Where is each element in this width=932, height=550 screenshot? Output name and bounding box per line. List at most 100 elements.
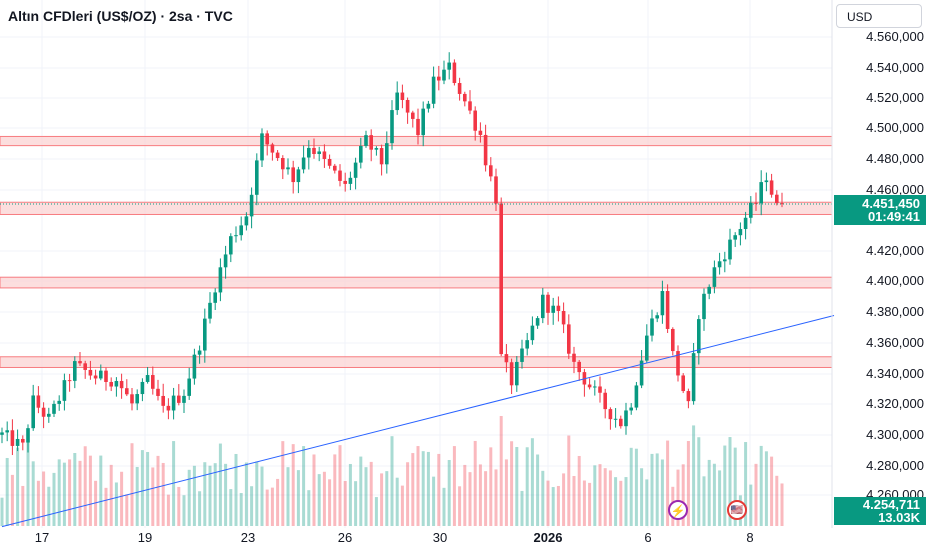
- candle-body: [327, 158, 332, 166]
- candle-body: [260, 133, 264, 161]
- volume-bar: [655, 453, 659, 526]
- candle-body: [619, 418, 623, 427]
- time-tick-label: 26: [337, 530, 353, 545]
- currency-selector[interactable]: USD: [836, 4, 922, 28]
- candle-body: [99, 370, 103, 379]
- trendline-line: [1, 314, 835, 528]
- time-tick-label: 8: [746, 530, 754, 545]
- price-tick-label: 4.380,000: [866, 304, 924, 319]
- volume-bar: [73, 453, 77, 526]
- volume-bar: [525, 447, 529, 526]
- volume-bar: [270, 487, 274, 526]
- candle-body: [723, 259, 727, 262]
- volume-bar: [572, 476, 576, 526]
- candle-body: [73, 361, 77, 381]
- candle-body: [426, 103, 431, 109]
- volume-bar: [88, 455, 92, 526]
- candle-body: [57, 400, 61, 404]
- volume-bar: [47, 486, 51, 526]
- volume-bar: [31, 461, 35, 526]
- candle-body: [483, 134, 488, 166]
- volume-bar: [515, 446, 519, 526]
- last-price-value: 4.451,450: [862, 196, 920, 211]
- candle-body: [15, 438, 20, 446]
- volume-bar: [312, 454, 316, 526]
- candle-body: [405, 99, 410, 113]
- candle-body: [520, 348, 524, 362]
- candle-body: [218, 267, 223, 293]
- candle-body: [31, 395, 35, 429]
- volume-bar: [759, 445, 763, 526]
- volume-bar: [343, 480, 347, 526]
- volume-bar: [140, 450, 144, 526]
- candle-body: [764, 180, 769, 183]
- candle-body: [343, 180, 347, 184]
- candle-body: [166, 405, 171, 411]
- volume-bar: [286, 467, 290, 526]
- volume-bar: [390, 436, 394, 526]
- volume-bar: [348, 463, 352, 526]
- candle-body: [494, 176, 498, 204]
- candle-body: [208, 302, 212, 319]
- candle-body: [416, 118, 420, 136]
- candle-body: [525, 340, 529, 349]
- candle-body: [411, 112, 415, 119]
- candle-body: [645, 335, 649, 361]
- candle-body: [239, 225, 243, 236]
- candle-body: [83, 363, 87, 370]
- volume-bar: [187, 469, 191, 526]
- candle-body: [291, 167, 295, 183]
- volume-bar: [198, 491, 202, 526]
- candle-body: [697, 319, 701, 354]
- candle-body: [691, 353, 696, 402]
- candle-body: [509, 362, 514, 386]
- volume-bar: [629, 447, 633, 526]
- lightning-icon[interactable]: ⚡: [668, 500, 688, 520]
- volume-bar: [473, 440, 477, 526]
- volume-bar: [146, 451, 150, 526]
- volume-bar: [588, 482, 592, 526]
- volume-bar: [99, 455, 103, 526]
- candle-body: [686, 391, 691, 402]
- volume-bar: [10, 474, 14, 526]
- volume-bar: [260, 466, 264, 526]
- candle-body: [733, 235, 737, 240]
- candle-body: [353, 162, 358, 178]
- price-tick-label: 4.340,000: [866, 366, 924, 381]
- volume-bar: [208, 465, 212, 526]
- candle-body: [639, 360, 644, 386]
- price-tick-label: 4.520,000: [866, 90, 924, 105]
- candle-body: [743, 217, 748, 230]
- volume-bar: [478, 464, 482, 526]
- candle-body: [754, 202, 758, 204]
- volume-bar: [764, 451, 768, 526]
- us-flag-icon[interactable]: 🇺🇸: [727, 500, 747, 520]
- candle-body: [374, 148, 379, 150]
- volume-bar: [754, 463, 758, 526]
- volume-bar: [499, 416, 503, 526]
- volume-bar: [452, 446, 456, 526]
- time-tick-label: 30: [432, 530, 448, 545]
- candle-body: [322, 151, 327, 159]
- candle-body: [213, 292, 217, 303]
- volume-bar: [125, 494, 129, 526]
- candle-body: [421, 108, 425, 136]
- candle-body: [749, 202, 753, 218]
- volume-bar: [369, 461, 373, 526]
- volume-bar: [374, 497, 378, 526]
- volume-bar: [681, 464, 685, 526]
- volume-bar: [291, 444, 295, 526]
- candle-body: [728, 239, 732, 260]
- volume-bar: [36, 480, 40, 526]
- candle-body: [281, 158, 285, 170]
- candle-body: [390, 110, 394, 144]
- volume-bar: [307, 490, 311, 526]
- candle-body: [114, 380, 119, 387]
- candle-body: [187, 378, 191, 396]
- candle-body: [359, 145, 363, 163]
- volume-bar: [395, 477, 399, 526]
- volume-bar: [130, 443, 134, 526]
- candle-body: [452, 62, 457, 84]
- candle-body: [296, 169, 301, 183]
